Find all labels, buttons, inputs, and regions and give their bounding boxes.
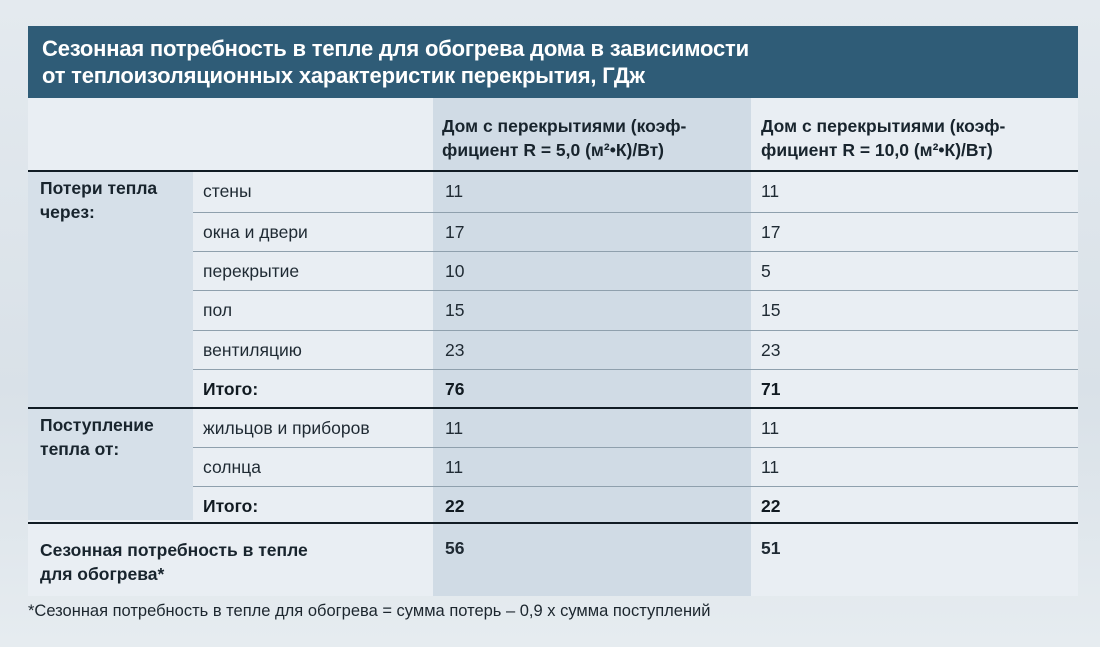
row-value-r5: 11 (445, 418, 464, 438)
seasonal-demand-label-line-2: для обогрева* (40, 564, 165, 584)
row-value-r10: 11 (761, 181, 780, 201)
column-header-r10-line-1: Дом с перекрытиями (коэф- (761, 116, 1006, 136)
seasonal-demand-label-line-1: Сезонная потребность в тепле (40, 540, 308, 560)
losses-label-line-1: Потери тепла (40, 178, 158, 198)
footnote: *Сезонная потребность в тепле для обогре… (28, 602, 711, 620)
gains-group-divider (28, 522, 1078, 524)
seasonal-demand-label: Сезонная потребность в тепле для обогрев… (40, 538, 308, 586)
row-name: пол (203, 300, 233, 320)
table-row: солнца 11 11 (28, 448, 1078, 488)
row-divider (193, 447, 1078, 448)
row-name: солнца (203, 457, 261, 477)
total-label: Итого: (203, 379, 259, 399)
table-title-bar: Сезонная потребность в тепле для обогрев… (28, 26, 1078, 98)
losses-group-label: Потери тепла через: (40, 176, 157, 224)
table-title-line-1: Сезонная потребность в тепле для обогрев… (42, 36, 749, 61)
table-row: жильцов и приборов 11 11 (28, 409, 1078, 449)
row-divider (193, 251, 1078, 252)
gains-total-row: Итого: 22 22 (28, 487, 1078, 527)
row-value-r10: 23 (761, 340, 781, 360)
row-name: вентиляцию (203, 340, 302, 360)
losses-group-divider (28, 407, 1078, 409)
row-name: жильцов и приборов (203, 418, 370, 438)
losses-total-row: Итого: 76 71 (28, 370, 1078, 410)
gains-group-label: Поступление тепла от: (40, 413, 154, 461)
column-header-r10-line-2: фициент R = 10,0 (м²•К)/Вт) (761, 140, 993, 160)
group-label-column-shade (28, 172, 193, 520)
seasonal-demand-value-r10: 51 (761, 538, 781, 558)
column-header-r5-line-1: Дом с перекрытиями (коэф- (442, 116, 687, 136)
row-value-r10: 5 (761, 261, 771, 281)
row-value-r5: 11 (445, 181, 464, 201)
row-value-r5: 17 (445, 222, 465, 242)
table-row: окна и двери 17 17 (28, 213, 1078, 253)
table-title-line-2: от теплоизоляционных характеристик перек… (42, 63, 645, 88)
column-header-r10: Дом с перекрытиями (коэф- фициент R = 10… (761, 114, 1005, 162)
row-value-r5: 23 (445, 340, 465, 360)
column-1-shade (433, 98, 751, 596)
row-name: стены (203, 181, 252, 201)
table-row: пол 15 15 (28, 291, 1078, 331)
column-header-r5: Дом с перекрытиями (коэф- фициент R = 5,… (442, 114, 686, 162)
row-divider (193, 330, 1078, 331)
column-header-r5-line-2: фициент R = 5,0 (м²•К)/Вт) (442, 140, 664, 160)
row-divider (193, 369, 1078, 370)
row-value-r5: 15 (445, 300, 465, 320)
total-value-r10: 71 (761, 379, 781, 399)
table-row: стены 11 11 (28, 172, 1078, 212)
total-value-r5: 22 (445, 496, 465, 516)
row-value-r10: 11 (761, 418, 780, 438)
row-name: перекрытие (203, 261, 300, 281)
row-name: окна и двери (203, 222, 308, 242)
row-divider (193, 486, 1078, 487)
row-value-r10: 15 (761, 300, 781, 320)
total-value-r5: 76 (445, 379, 465, 399)
table-row: перекрытие 10 5 (28, 252, 1078, 292)
seasonal-demand-value-r5: 56 (445, 538, 465, 558)
gains-label-line-2: тепла от: (40, 439, 120, 459)
row-value-r5: 10 (445, 261, 465, 281)
losses-label-line-2: через: (40, 202, 95, 222)
column-2-background (751, 98, 1069, 596)
row-value-r5: 11 (445, 457, 464, 477)
row-value-r10: 11 (761, 457, 780, 477)
row-divider (193, 290, 1078, 291)
table-row: вентиляцию 23 23 (28, 331, 1078, 371)
row-value-r10: 17 (761, 222, 781, 242)
gains-label-line-1: Поступление (40, 415, 154, 435)
total-label: Итого: (203, 496, 259, 516)
row-divider (193, 212, 1078, 213)
header-divider (28, 170, 1078, 172)
heat-demand-table: Сезонная потребность в тепле для обогрев… (28, 26, 1078, 596)
total-value-r10: 22 (761, 496, 781, 516)
